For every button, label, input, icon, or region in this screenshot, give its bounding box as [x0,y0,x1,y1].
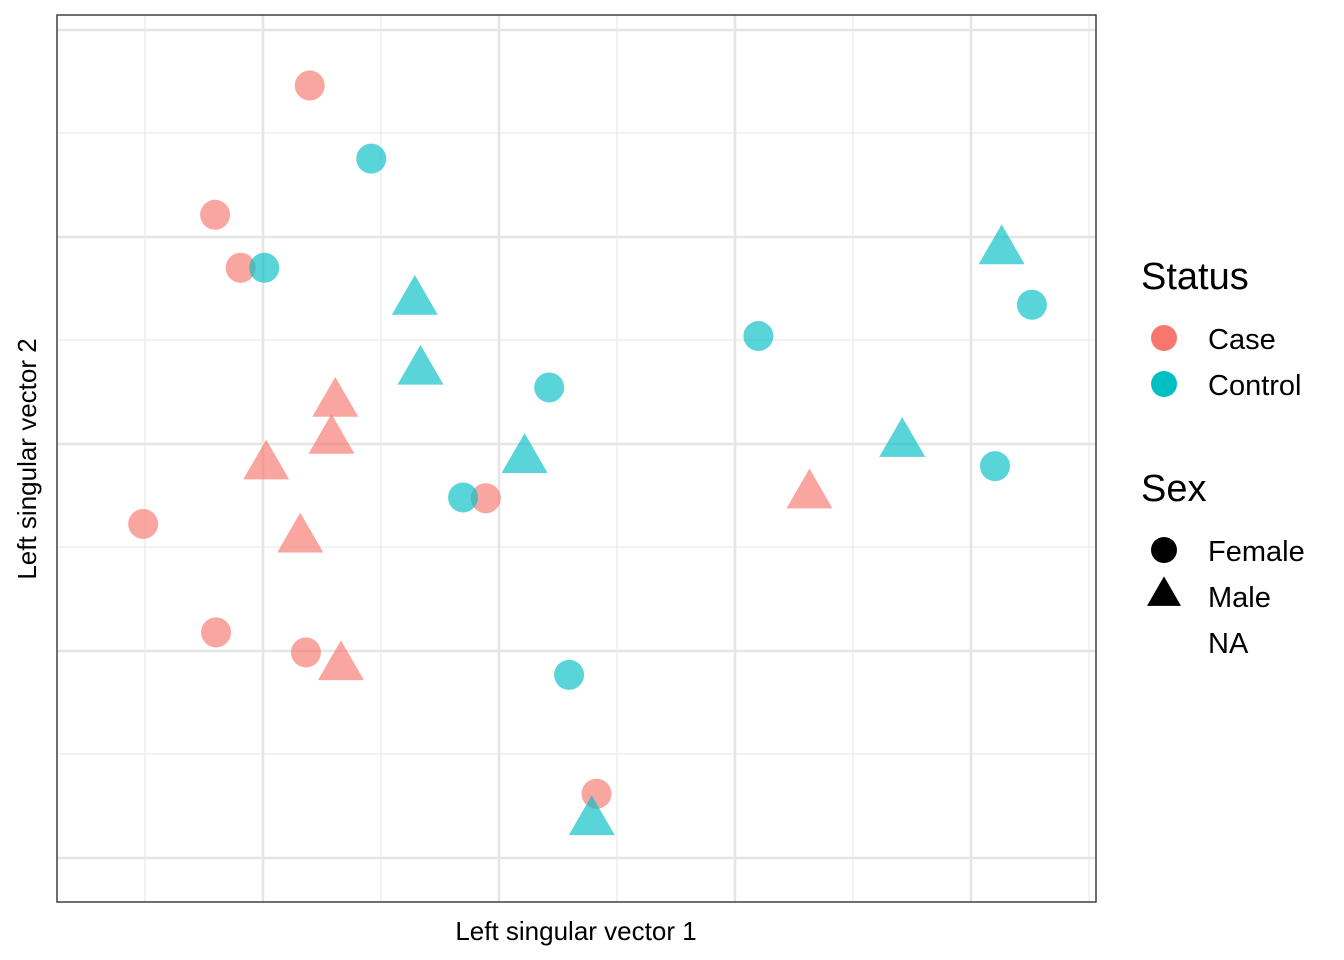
legend-key-circle [1151,537,1177,563]
legend-label: Case [1208,324,1276,356]
point-control-male [501,433,548,473]
legend-label: Female [1208,536,1305,568]
point-control-female [356,143,387,174]
x-axis-title: Left singular vector 1 [455,916,696,946]
point-case-male [317,640,364,681]
y-axis-title: Left singular vector 2 [12,338,42,579]
point-case-female [201,617,232,648]
point-control-male [568,795,615,836]
point-case-male [308,413,355,454]
point-control-male [879,417,926,457]
point-control-female [448,482,479,513]
legend-status: Status Case Control [1141,256,1302,402]
point-case-female [294,70,325,101]
point-control-male [978,224,1025,265]
point-case-female [290,637,321,668]
point-case-female [200,199,231,230]
point-case-female [225,252,256,283]
point-case-male [312,376,359,417]
legend-title: Sex [1141,468,1206,510]
point-case-female [470,483,501,514]
point-case-male [277,512,324,553]
point-control-female [554,659,585,690]
point-case-male [786,468,833,509]
legend-title: Status [1141,256,1249,298]
data-points [128,70,1047,836]
legend-label: NA [1208,628,1249,660]
legend-label: Male [1208,582,1271,614]
legend-key-circle [1151,325,1177,351]
point-control-female [534,372,565,403]
point-case-female [128,508,159,539]
point-control-female [1016,289,1047,320]
plot-panel-border [56,14,1097,903]
point-control-female [979,451,1010,482]
point-control-female [743,321,774,352]
legend-key-triangle [1147,576,1181,606]
point-control-female [249,252,280,283]
legend-key-circle [1151,371,1177,397]
point-case-male [243,439,290,480]
legend-label: Control [1208,370,1302,402]
point-control-male [391,274,438,315]
point-control-male [397,344,444,385]
